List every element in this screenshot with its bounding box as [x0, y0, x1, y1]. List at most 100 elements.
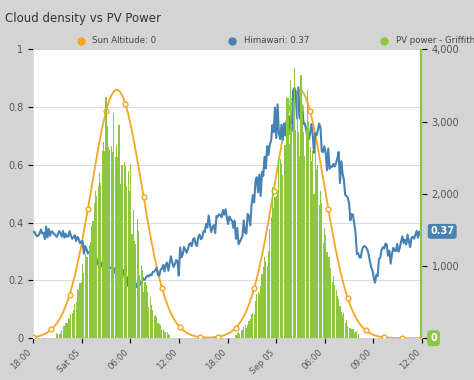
Bar [357, 334, 359, 338]
Bar [140, 265, 142, 338]
Bar [72, 313, 73, 338]
Bar [83, 274, 84, 338]
Bar [297, 95, 298, 338]
Bar [61, 330, 62, 338]
Bar [330, 268, 331, 338]
Text: 0.37: 0.37 [430, 226, 454, 236]
Bar [160, 325, 161, 338]
Bar [266, 266, 268, 338]
Bar [351, 329, 352, 338]
Bar [257, 292, 259, 338]
Bar [150, 297, 151, 338]
Bar [94, 203, 95, 338]
Bar [169, 334, 170, 338]
Bar [306, 129, 307, 338]
Bar [99, 173, 100, 338]
Bar [350, 328, 351, 338]
Bar [156, 317, 157, 338]
Bar [311, 161, 312, 338]
Bar [168, 334, 169, 338]
Bar [250, 319, 251, 338]
Bar [125, 166, 126, 338]
Bar [256, 294, 257, 338]
Bar [342, 315, 343, 338]
Bar [73, 310, 74, 338]
Bar [246, 328, 247, 338]
Bar [286, 97, 287, 338]
Bar [74, 304, 75, 338]
Bar [117, 157, 118, 338]
Bar [327, 252, 328, 338]
Bar [302, 105, 303, 338]
Bar [307, 90, 308, 338]
Bar [262, 274, 263, 338]
Bar [130, 164, 131, 338]
Bar [152, 310, 153, 338]
Bar [294, 68, 295, 338]
Bar [95, 191, 96, 338]
Bar [316, 169, 317, 338]
Bar [329, 257, 330, 338]
Bar [86, 257, 87, 338]
Bar [89, 245, 90, 338]
Text: 0: 0 [430, 333, 437, 343]
Bar [248, 321, 249, 338]
Bar [131, 234, 133, 338]
Bar [298, 133, 299, 338]
Bar [245, 325, 246, 338]
Bar [325, 234, 326, 338]
Bar [165, 332, 166, 338]
Bar [122, 165, 123, 338]
Text: Cloud density vs PV Power: Cloud density vs PV Power [5, 13, 161, 25]
Bar [116, 144, 117, 338]
Bar [146, 285, 147, 338]
Bar [87, 256, 88, 338]
Bar [148, 307, 149, 338]
Bar [254, 314, 255, 338]
Bar [272, 187, 273, 338]
Bar [105, 97, 107, 338]
Bar [57, 334, 58, 338]
Bar [292, 101, 294, 338]
Bar [126, 185, 128, 338]
Bar [163, 329, 164, 338]
Bar [77, 289, 78, 338]
Bar [96, 196, 98, 338]
Bar [82, 264, 83, 338]
Bar [91, 226, 92, 338]
Bar [75, 302, 77, 338]
Bar [333, 276, 334, 338]
Bar [322, 243, 324, 338]
Bar [280, 159, 281, 338]
Bar [242, 329, 243, 338]
Text: PV power - Griffith - totals: 0: PV power - Griffith - totals: 0 [396, 36, 474, 45]
Bar [282, 174, 283, 338]
Bar [347, 326, 348, 338]
Bar [147, 291, 148, 338]
Bar [59, 334, 60, 338]
Bar [109, 150, 110, 338]
Bar [319, 205, 320, 338]
Bar [252, 313, 254, 338]
Text: Sun Altitude: 0: Sun Altitude: 0 [92, 36, 156, 45]
Bar [304, 157, 305, 338]
Bar [278, 160, 279, 338]
Bar [124, 162, 125, 338]
Bar [90, 242, 91, 338]
Bar [317, 165, 319, 338]
Bar [264, 256, 265, 338]
Bar [313, 194, 315, 338]
Bar [274, 197, 275, 338]
Bar [134, 241, 135, 338]
Bar [56, 333, 57, 338]
Bar [251, 314, 252, 338]
Bar [65, 323, 66, 338]
Bar [155, 315, 156, 338]
Bar [101, 151, 103, 338]
Bar [287, 98, 289, 338]
Bar [66, 323, 67, 338]
Bar [64, 326, 65, 338]
Bar [321, 203, 322, 338]
Bar [263, 267, 264, 338]
Bar [104, 151, 105, 338]
